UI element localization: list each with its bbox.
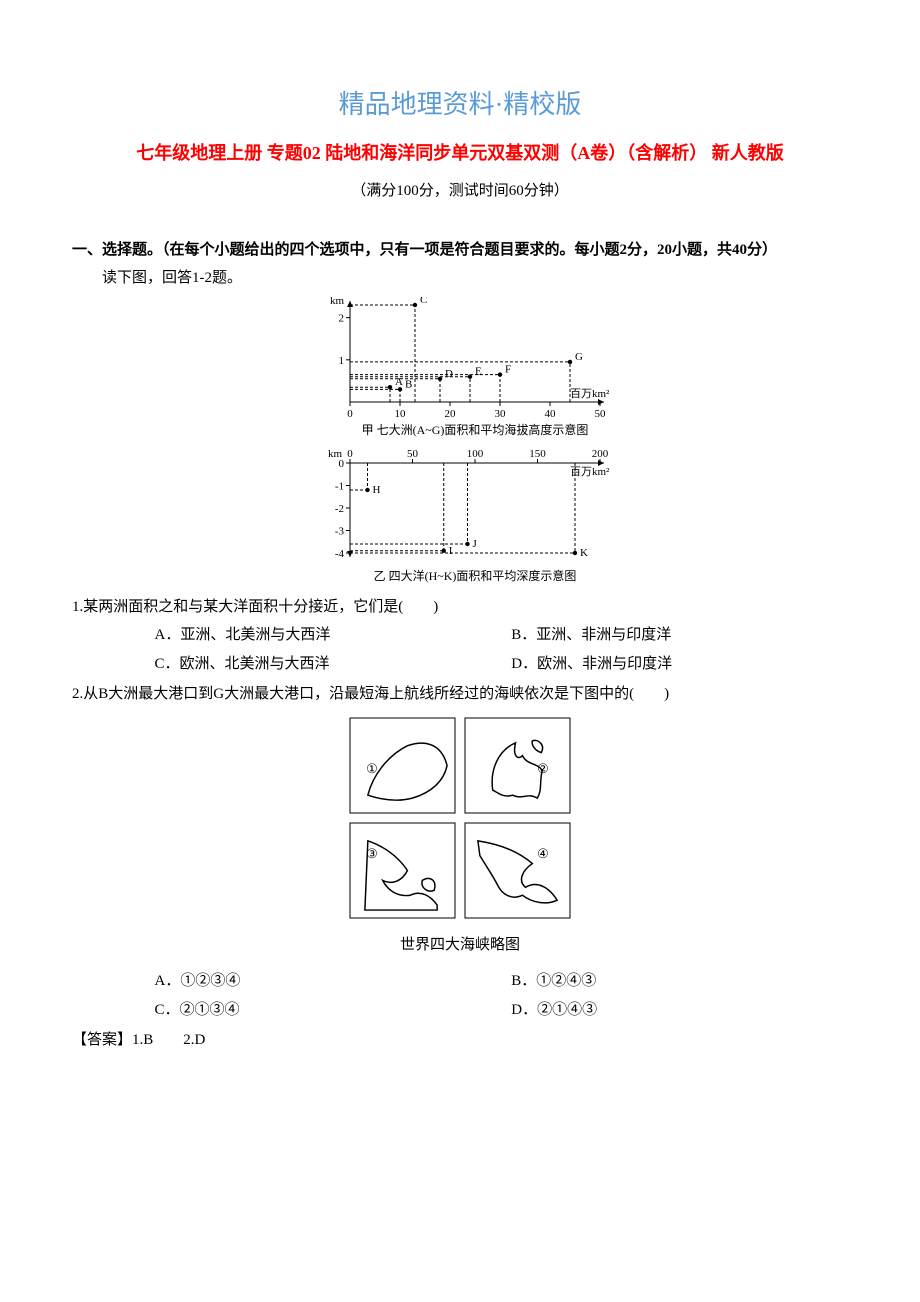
svg-text:B: B xyxy=(405,378,412,390)
svg-text:50: 50 xyxy=(407,448,419,460)
section1-intro: 读下图，回答1-2题。 xyxy=(72,264,848,293)
svg-text:20: 20 xyxy=(445,408,457,420)
svg-text:百万km²: 百万km² xyxy=(570,466,610,478)
svg-text:A: A xyxy=(395,376,403,388)
svg-text:100: 100 xyxy=(467,448,484,460)
svg-text:km: km xyxy=(330,297,345,307)
svg-text:C: C xyxy=(420,297,427,306)
section1-heading: 一、选择题。（在每个小题给出的四个选项中，只有一项是符合题目要求的。每小题2分，… xyxy=(72,236,848,265)
svg-text:K: K xyxy=(580,547,588,559)
svg-text:E: E xyxy=(475,366,482,378)
svg-text:0: 0 xyxy=(347,448,353,460)
svg-text:1: 1 xyxy=(339,355,345,367)
q2-options: A．①②③④ B．①②④③ C．②①③④ D．②①④③ xyxy=(155,967,849,1024)
svg-text:②: ② xyxy=(537,761,549,776)
answers: 【答案】1.B 2.D xyxy=(72,1026,848,1055)
svg-text:G: G xyxy=(575,351,583,363)
q1-options: A．亚洲、北美洲与大西洋 B．亚洲、非洲与印度洋 C．欧洲、北美洲与大西洋 D．… xyxy=(155,621,849,678)
svg-text:10: 10 xyxy=(395,408,407,420)
svg-text:④: ④ xyxy=(537,846,549,861)
svg-text:-2: -2 xyxy=(335,503,344,515)
sub-title: 七年级地理上册 专题02 陆地和海洋同步单元双基双测（A卷）（含解析） 新人教版 xyxy=(72,135,848,171)
svg-text:200: 200 xyxy=(592,448,609,460)
svg-text:-1: -1 xyxy=(335,480,344,492)
svg-text:30: 30 xyxy=(495,408,507,420)
test-info: （满分100分，测试时间60分钟） xyxy=(72,177,848,206)
svg-text:2: 2 xyxy=(339,313,345,325)
chart2-container: 0501001502000-1-2-3-4km百万km²HIJK乙 四大洋(H~… xyxy=(72,445,848,585)
straits-figure: ① ② ③ ④ xyxy=(72,713,848,923)
svg-text:150: 150 xyxy=(529,448,546,460)
svg-text:百万km²: 百万km² xyxy=(570,388,610,400)
q1-opt-B: B．亚洲、非洲与印度洋 xyxy=(511,621,848,650)
svg-text:D: D xyxy=(445,368,453,380)
svg-text:J: J xyxy=(473,538,478,550)
chart2-svg: 0501001502000-1-2-3-4km百万km²HIJK乙 四大洋(H~… xyxy=(310,445,610,585)
q1-opt-C: C．欧洲、北美洲与大西洋 xyxy=(155,650,492,679)
straits-caption: 世界四大海峡略图 xyxy=(72,931,848,960)
svg-text:-3: -3 xyxy=(335,525,345,537)
svg-text:40: 40 xyxy=(545,408,557,420)
svg-text:0: 0 xyxy=(347,408,353,420)
q1-text: 1.某两洲面积之和与某大洋面积十分接近，它们是( ) xyxy=(72,593,848,622)
svg-text:①: ① xyxy=(366,761,378,776)
chart1-container: 0 10 20 30 40 50 1 2 km 百万km² AB C D E F G 甲 七大洲(A~G)面积和… xyxy=(72,297,848,437)
q2-opt-C: C．②①③④ xyxy=(155,996,492,1025)
q2-text: 2.从B大洲最大港口到G大洲最大港口，沿最短海上航线所经过的海峡依次是下图中的(… xyxy=(72,680,848,709)
straits-svg: ① ② ③ ④ xyxy=(345,713,575,923)
svg-text:-4: -4 xyxy=(335,548,345,560)
chart1-svg: 0 10 20 30 40 50 1 2 km 百万km² AB C D E F G 甲 七大洲(A~G)面积和… xyxy=(310,297,610,437)
svg-text:50: 50 xyxy=(595,408,607,420)
svg-text:I: I xyxy=(449,545,453,557)
svg-text:F: F xyxy=(505,363,511,375)
q1-opt-A: A．亚洲、北美洲与大西洋 xyxy=(155,621,492,650)
svg-text:乙 四大洋(H~K)面积和平均深度示意图: 乙 四大洋(H~K)面积和平均深度示意图 xyxy=(374,568,577,583)
q1-opt-D: D．欧洲、非洲与印度洋 xyxy=(511,650,848,679)
q2-opt-A: A．①②③④ xyxy=(155,967,492,996)
svg-text:③: ③ xyxy=(366,846,378,861)
svg-text:甲 七大洲(A~G)面积和平均海拔高度示意图: 甲 七大洲(A~G)面积和平均海拔高度示意图 xyxy=(362,422,589,437)
main-title: 精品地理资料·精校版 xyxy=(72,80,848,129)
svg-text:km: km xyxy=(328,448,343,460)
q2-opt-B: B．①②④③ xyxy=(511,967,848,996)
svg-text:H: H xyxy=(373,484,381,496)
q2-opt-D: D．②①④③ xyxy=(511,996,848,1025)
